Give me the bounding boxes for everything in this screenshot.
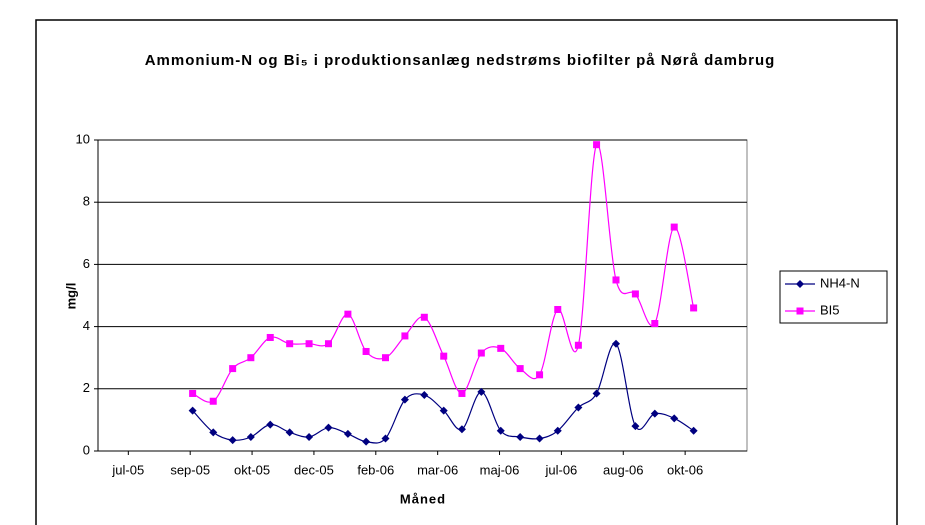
marker (189, 389, 197, 397)
marker (400, 395, 409, 404)
y-tick-label: 0 (83, 442, 90, 457)
marker (651, 319, 659, 327)
legend-label: NH4-N (820, 275, 860, 290)
marker (382, 354, 390, 362)
marker (362, 347, 370, 355)
y-tick-label: 6 (83, 256, 90, 271)
marker (574, 403, 583, 412)
x-tick-label: dec-05 (294, 462, 334, 477)
marker (458, 389, 466, 397)
marker (344, 310, 352, 318)
marker (477, 387, 486, 396)
legend-marker (796, 280, 804, 288)
marker (381, 434, 390, 443)
x-tick-label: jul-06 (544, 462, 577, 477)
legend-marker (796, 307, 804, 315)
marker (209, 428, 218, 437)
marker (457, 425, 466, 434)
marker (286, 340, 294, 348)
marker (439, 406, 448, 415)
marker (516, 433, 525, 442)
marker (554, 305, 562, 313)
marker (670, 414, 679, 423)
chart-title: Ammonium-N og Bi₅ i produktionsanlæg ned… (144, 52, 776, 69)
marker (611, 339, 620, 348)
marker (343, 429, 352, 438)
marker (305, 340, 313, 348)
y-tick-label: 4 (83, 318, 90, 333)
y-axis-title: mg/l (63, 283, 78, 310)
y-tick-label: 2 (83, 380, 90, 395)
x-tick-label: sep-05 (170, 462, 210, 477)
marker (650, 409, 659, 418)
x-tick-label: okt-06 (667, 462, 703, 477)
x-tick-label: jul-05 (111, 462, 144, 477)
marker (305, 433, 314, 442)
marker (496, 426, 505, 435)
x-tick-label: mar-06 (417, 462, 458, 477)
marker (324, 423, 333, 432)
marker (266, 420, 275, 429)
marker (285, 428, 294, 437)
legend-label: BI5 (820, 302, 840, 317)
marker (689, 426, 698, 435)
marker (229, 365, 237, 373)
marker (401, 332, 409, 340)
marker (188, 406, 197, 415)
marker (324, 340, 332, 348)
x-tick-label: aug-06 (603, 462, 643, 477)
marker (516, 365, 524, 373)
marker (477, 349, 485, 357)
marker (593, 141, 601, 149)
marker (690, 304, 698, 312)
marker (670, 223, 678, 231)
marker (553, 426, 562, 435)
marker (497, 344, 505, 352)
marker (631, 290, 639, 298)
marker (420, 313, 428, 321)
marker (535, 434, 544, 443)
marker (592, 389, 601, 398)
marker (228, 436, 237, 445)
marker (247, 354, 255, 362)
x-tick-label: feb-06 (357, 462, 394, 477)
marker (246, 433, 255, 442)
marker (612, 276, 620, 284)
x-axis-title: Måned (400, 491, 446, 506)
x-tick-label: okt-05 (234, 462, 270, 477)
marker (631, 422, 640, 431)
plot-area (97, 139, 748, 452)
marker (266, 333, 274, 341)
x-tick-label: maj-06 (480, 462, 520, 477)
marker (574, 341, 582, 349)
marker (209, 397, 217, 405)
marker (362, 437, 371, 446)
marker (440, 352, 448, 360)
y-tick-label: 8 (83, 194, 90, 209)
y-tick-label: 10 (76, 131, 90, 146)
marker (536, 371, 544, 379)
marker (420, 391, 429, 400)
